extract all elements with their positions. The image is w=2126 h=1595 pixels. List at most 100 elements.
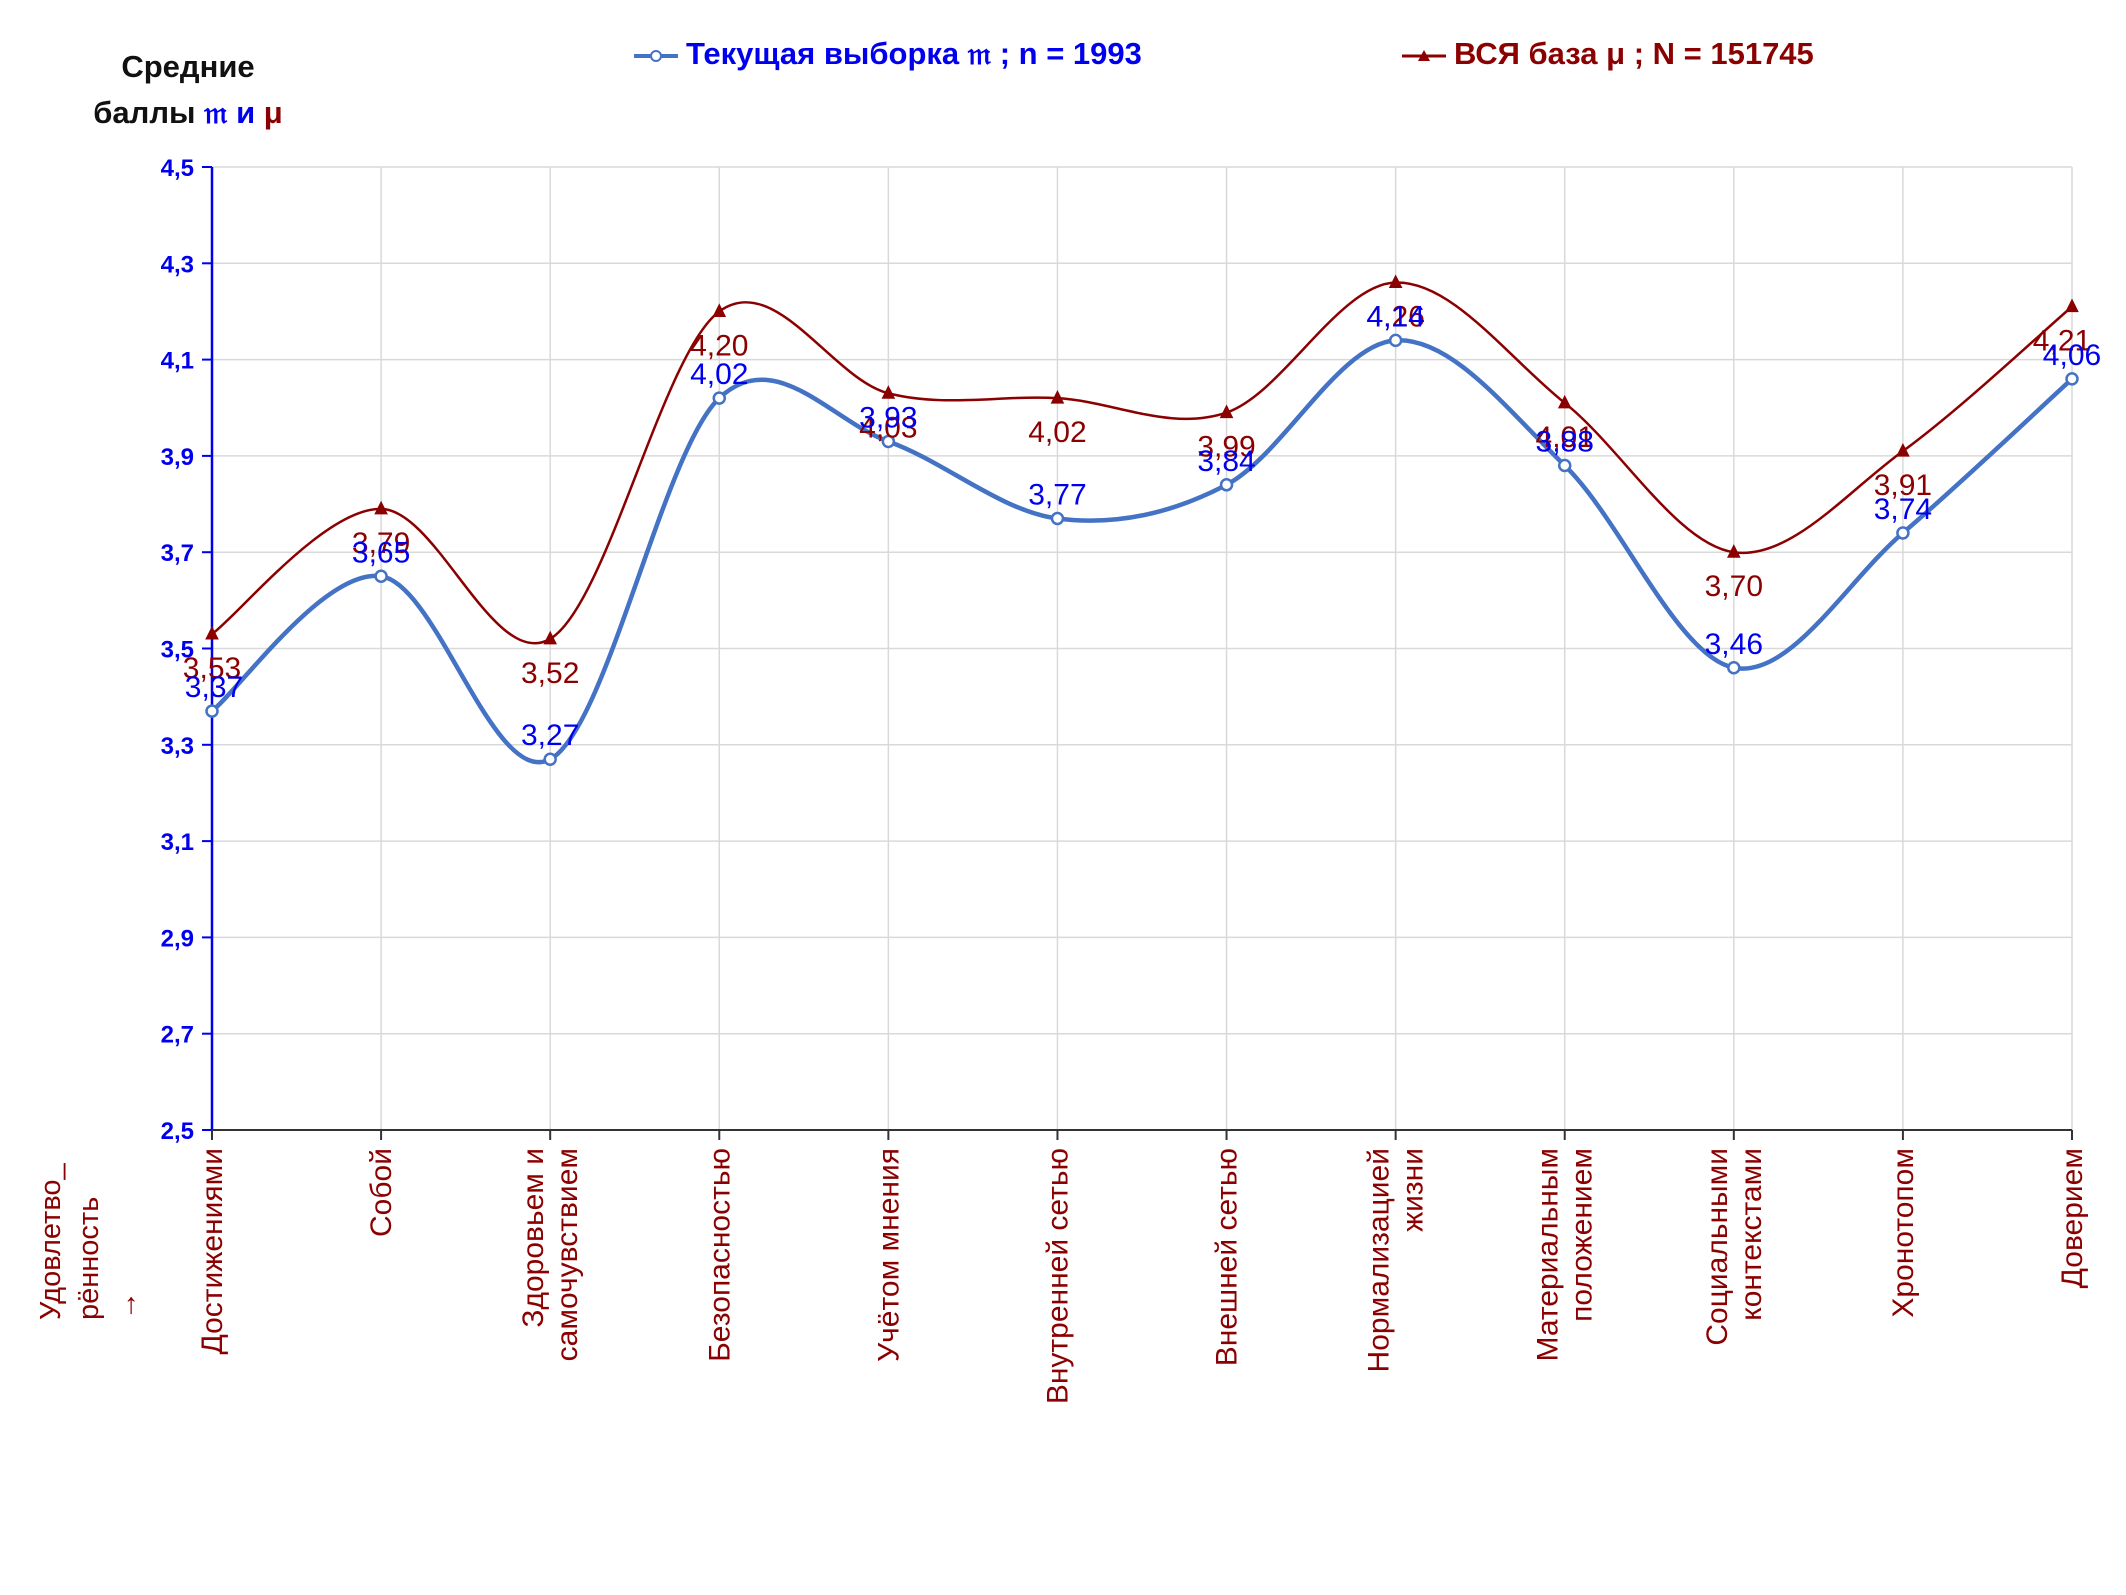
y-axis-title-prefix: баллы [93, 95, 196, 130]
y-tick-label: 3,1 [161, 829, 194, 856]
x-category-label: Доверием [2056, 1148, 2089, 1288]
x-category-label: Материальным положением [1532, 1148, 1599, 1361]
x-category-label: Достижениями [196, 1148, 229, 1355]
point-sample [881, 434, 896, 449]
data-label-base: 3,52 [521, 657, 579, 690]
x-category-label: Учётом мнения [872, 1148, 905, 1362]
point-base [374, 500, 388, 515]
data-label-sample: 4,02 [690, 358, 748, 391]
sample-symbol: 𝔪 [204, 95, 228, 130]
data-label-base: 4,01 [1536, 421, 1594, 454]
point-base [1727, 544, 1741, 558]
x-category-label: Внутренней сетью [1041, 1148, 1074, 1404]
x-category-label-line: положением [1566, 1148, 1599, 1322]
data-label-sample: 4,06 [2043, 339, 2101, 372]
point-sample [543, 752, 557, 766]
x-category-label-line: Учётом мнения [872, 1148, 905, 1362]
point-sample [1896, 526, 1910, 540]
y-axis-title-conj: и [236, 95, 256, 130]
data-label-sample: 3,77 [1028, 478, 1086, 511]
x-category-label: Хронотопом [1887, 1148, 1920, 1318]
data-label-base: 4,02 [1028, 416, 1086, 449]
data-label-base: 4,20 [690, 329, 748, 362]
data-label-sample: 3,74 [1874, 493, 1932, 526]
x-category-label: Собой [365, 1148, 398, 1237]
x-category-label-line: жизни [1397, 1148, 1430, 1232]
data-label-sample: 4,14 [1366, 300, 1424, 333]
y-tick-label: 4,3 [161, 251, 194, 278]
y-tick-label: 3,3 [161, 733, 194, 760]
x-category-label: Социальными контекстами [1701, 1148, 1768, 1346]
data-label-sample: 3,84 [1197, 445, 1255, 478]
x-category-label-line: самочувствием [551, 1148, 584, 1361]
x-category-label: Внешней сетью [1211, 1148, 1244, 1366]
point-sample [374, 569, 388, 584]
legend-sample-label: Текущая выборка 𝔪 ; n = 1993 [686, 36, 1142, 71]
point-base [205, 625, 219, 640]
y-tick-label: 2,7 [161, 1022, 194, 1049]
x-category-label-line: Внешней сетью [1211, 1148, 1244, 1366]
point-sample [712, 391, 727, 405]
x-category-label-line: контекстами [1735, 1148, 1768, 1321]
point-sample [1219, 478, 1234, 492]
x-category-label: Безопасностью [703, 1148, 736, 1362]
legend-base-label: ВСЯ база μ ; N = 151745 [1454, 36, 1814, 71]
point-sample [1557, 458, 1572, 473]
data-label-sample: 3,46 [1705, 628, 1763, 661]
data-label-base: 3,99 [1197, 431, 1255, 464]
series-line-sample [210, 338, 2074, 765]
point-base [1050, 390, 1065, 404]
legend-item-base: ВСЯ база μ ; N = 151745 [1400, 36, 1814, 72]
data-label-base: 3,70 [1705, 570, 1763, 603]
point-base [1219, 404, 1234, 419]
y-axis-title-line1: Средние [121, 49, 255, 84]
y-axis-title: Средние баллы 𝔪 и μ [88, 44, 288, 136]
data-label-base: 3,53 [183, 652, 241, 685]
x-category-label-line: Материальным [1532, 1148, 1565, 1361]
x-category-label-line: Нормализацией [1363, 1148, 1396, 1372]
legend-sample-swatch [634, 49, 678, 62]
x-category-label-line: Здоровьем и [517, 1148, 550, 1328]
x-category-label-line: Собой [365, 1148, 398, 1237]
point-base [881, 385, 896, 399]
x-category-label: Здоровьем и самочувствием [517, 1148, 584, 1361]
point-base [1557, 394, 1572, 409]
data-label-base: 4,26 [1366, 301, 1424, 334]
y-tick-label: 2,9 [161, 925, 194, 952]
point-base [2065, 298, 2079, 313]
data-label-sample: 3,27 [521, 719, 579, 752]
x-category-label-line: Доверием [2056, 1148, 2089, 1288]
point-sample [2065, 372, 2079, 386]
data-label-sample: 3,88 [1536, 426, 1594, 459]
data-label-sample: 3,93 [859, 401, 917, 434]
point-base [712, 303, 727, 317]
x-category-label-line: Социальными [1701, 1148, 1734, 1346]
data-label-base: 4,21 [2033, 325, 2091, 358]
base-symbol: μ [263, 95, 283, 130]
data-label-sample: 3,37 [185, 671, 243, 704]
point-base [1388, 274, 1403, 289]
point-sample [1388, 333, 1403, 348]
series-line-base [211, 281, 2073, 645]
y-axis-title-line2: баллы 𝔪 и μ [88, 90, 288, 136]
x-category-label: Нормализацией жизни [1363, 1148, 1430, 1372]
data-label-base: 3,91 [1874, 469, 1932, 502]
x-category-label-line: Достижениями [196, 1148, 229, 1355]
y-tick-label: 2,5 [161, 1118, 194, 1145]
data-label-base: 3,79 [352, 527, 410, 560]
y-tick-label: 3,9 [161, 444, 194, 471]
y-tick-label: 4,5 [161, 155, 194, 182]
legend-base-swatch [1402, 49, 1446, 61]
x-category-label-line: Хронотопом [1887, 1148, 1920, 1318]
y-tick-label: 4,1 [161, 348, 194, 375]
point-sample [1727, 661, 1741, 675]
point-base [1896, 442, 1910, 457]
x-category-label-line: Безопасностью [703, 1148, 736, 1362]
y-tick-label: 3,7 [161, 540, 194, 567]
legend-item-sample: Текущая выборка 𝔪 ; n = 1993 [632, 36, 1142, 73]
x-category-label-line: Внутренней сетью [1041, 1148, 1074, 1404]
point-sample [1050, 511, 1065, 526]
data-label-base: 4,03 [859, 411, 917, 444]
data-label-sample: 3,65 [352, 536, 410, 569]
